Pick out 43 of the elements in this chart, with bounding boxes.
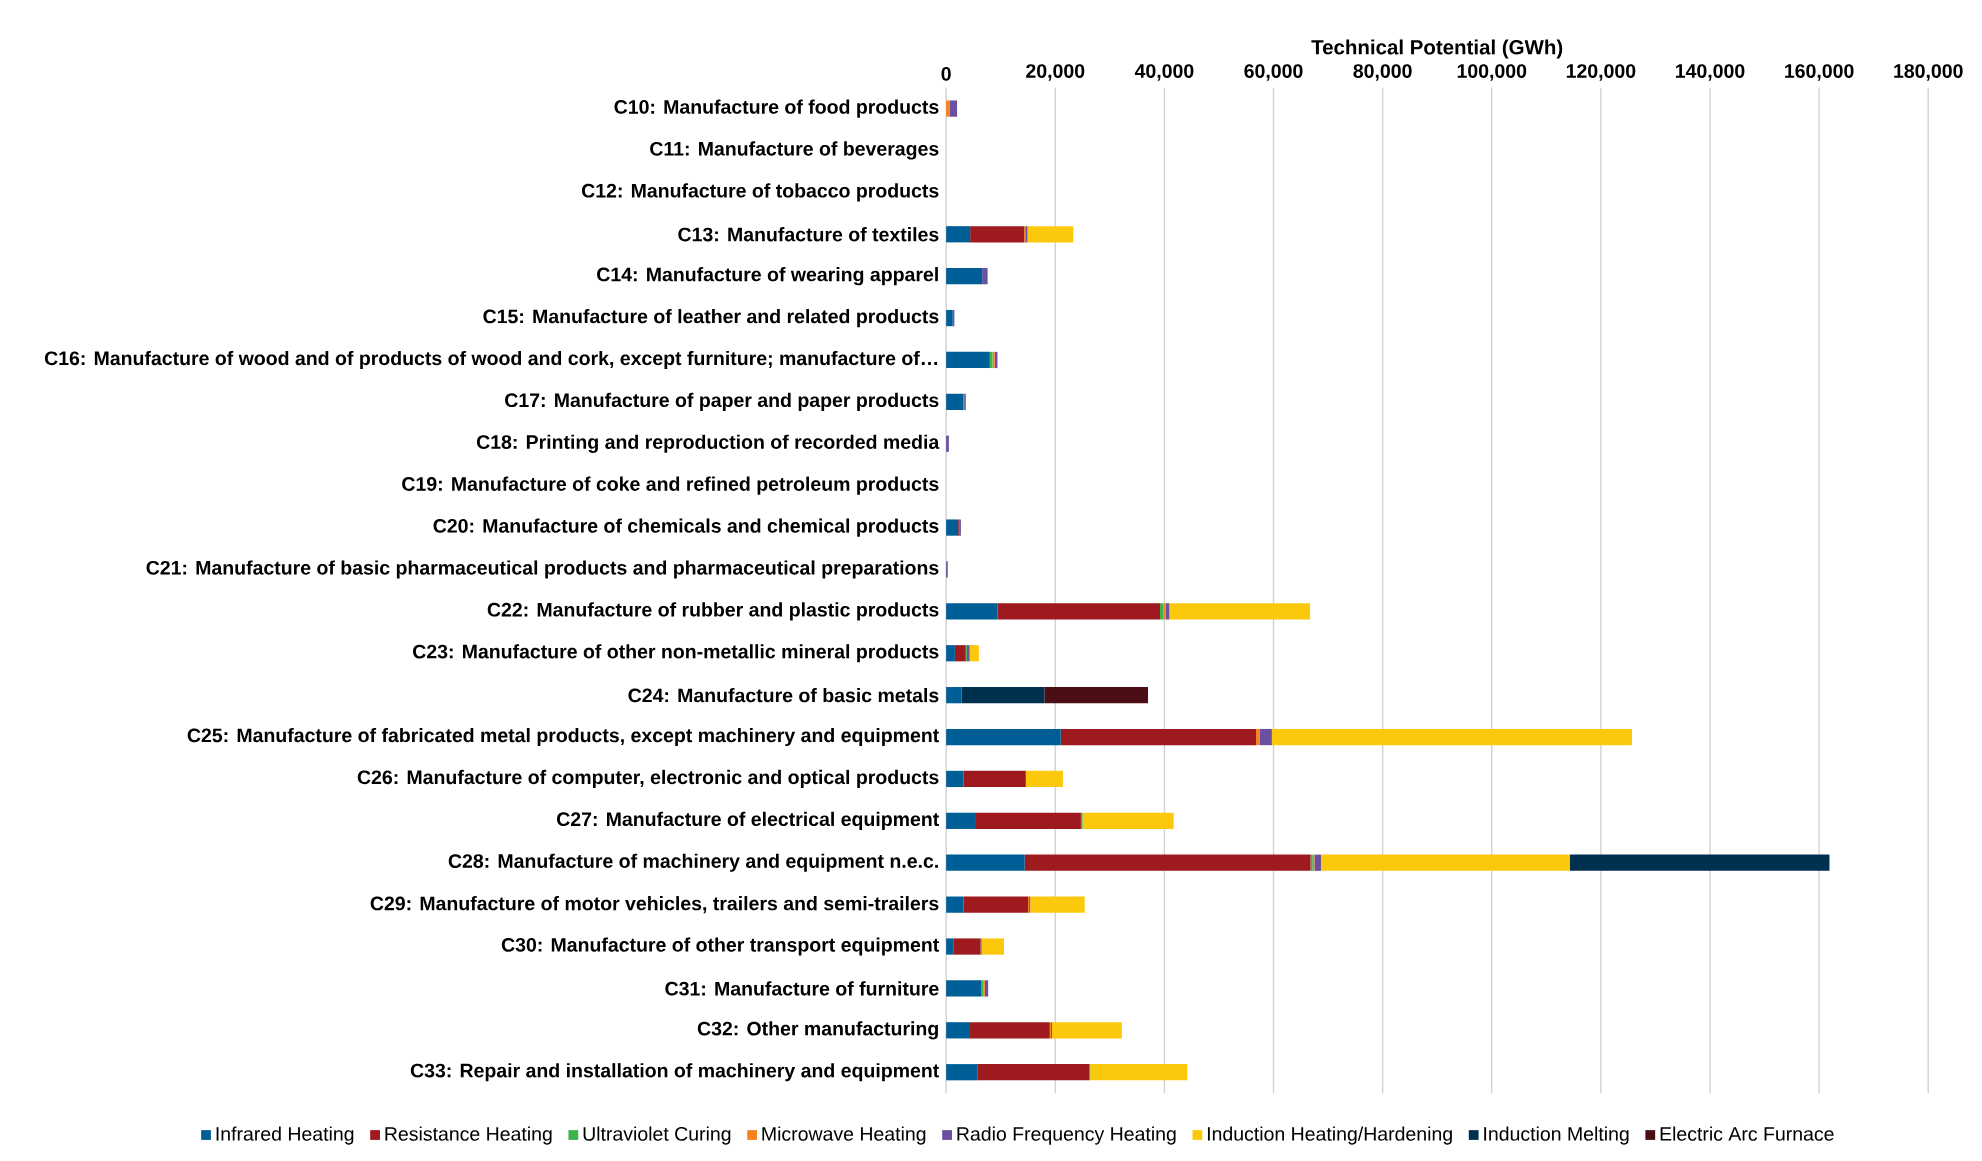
y-tick-label: C31: Manufacture of furniture [665,981,939,996]
y-tick-label: C30: Manufacture of other transport equipment [501,937,940,956]
y-tick-label: C22: Manufacture of rubber and plastic products [487,602,939,621]
y-tick-label: C11: Manufacture of beverages [650,141,939,160]
y-tick-label: C21: Manufacture of basic pharmaceutical products and pharmaceutical preparations [146,560,939,579]
y-tick-label: C28: Manufacture of machinery and equipment n.e.c. [448,853,938,872]
y-tick-label: C29: Manufacture of motor vehicles, trailers and semi-trailers [370,896,939,914]
y-tick-label: C23: Manufacture of other non-metallic mineral products [413,644,939,663]
y-tick-label: C10: Manufacture of food products [614,99,939,118]
y-tick-label: C27: Manufacture of electrical equipment [557,811,939,830]
legend-label: Electric Arc Furnace [1660,1126,1834,1141]
y-tick-label: C20: Manufacture of chemicals and chemical products [433,518,939,537]
legend-label: Induction Heating/Hardening [1207,1126,1452,1145]
y-tick-label: C13: Manufacture of textiles [678,227,939,242]
legend-label: Radio Frequency Heating [957,1126,1176,1145]
x-tick-label: 0 [941,66,951,81]
x-tick-label: 20,000 [1026,64,1085,81]
y-tick-label: C16: Manufacture of wood and of products of wood and cork, except furniture; manufacture of… [44,350,938,370]
y-tick-label: C19: Manufacture of coke and refined petroleum products [402,476,939,495]
y-tick-label: C14: Manufacture of wearing apparel [597,267,938,286]
x-tick-label: 140,000 [1675,64,1745,81]
x-tick-label: 40,000 [1134,64,1194,81]
y-tick-label: C32: Other manufacturing [697,1021,938,1040]
y-tick-label: C26: Manufacture of computer, electronic and optical products [357,769,939,788]
legend-label: Ultraviolet Curing [583,1126,731,1145]
legend-label: Microwave Heating [762,1126,926,1145]
y-tick-label: C12: Manufacture of tobacco products [581,183,939,202]
y-tick-label: C33: Repair and installation of machinery and equipment [410,1063,940,1082]
y-tick-label: C25: Manufacture of fabricated metal products, except machinery and equipment [187,727,939,747]
legend-label: Resistance Heating [385,1126,552,1145]
y-tick-label: C18: Printing and reproduction of recorded media [476,434,940,453]
legend-label: Infrared Heating [216,1126,354,1145]
x-tick-label: 100,000 [1457,64,1527,81]
legend-label: Induction Melting [1484,1126,1629,1145]
y-tick-label: C15: Manufacture of leather and related products [483,308,939,328]
x-tick-label: 60,000 [1244,64,1303,81]
x-axis-title: Technical Potential (GWh) [1311,39,1563,59]
x-tick-label: 160,000 [1785,64,1854,81]
y-tick-label: C17: Manufacture of paper and paper products [505,392,939,411]
x-tick-label: 80,000 [1353,64,1412,81]
y-tick-label: C24: Manufacture of basic metals [628,687,939,703]
x-tick-label: 120,000 [1566,64,1636,81]
x-tick-label: 180,000 [1894,64,1963,81]
